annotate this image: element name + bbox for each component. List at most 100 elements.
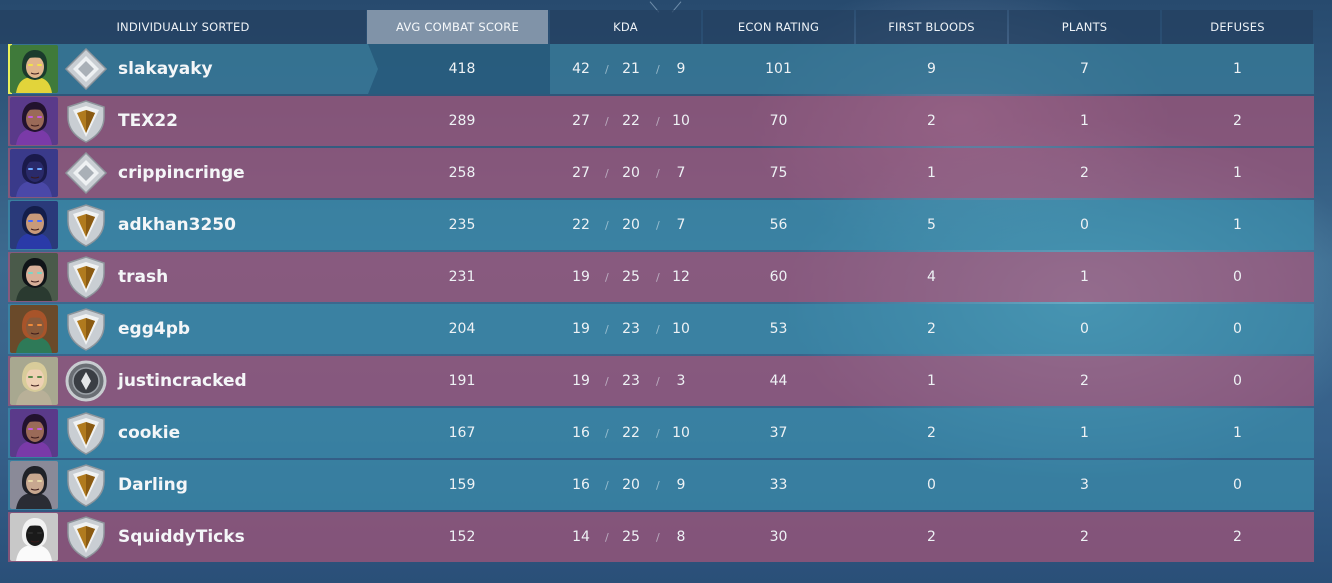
kda-separator: / xyxy=(656,166,660,180)
player-row-slakayaky[interactable]: slakayaky 418 42 / 21 / 9 101 9 7 1 xyxy=(8,44,1314,94)
econ-value: 101 xyxy=(765,61,792,77)
assists-value: 9 xyxy=(676,61,686,77)
player-name: cookie xyxy=(118,423,181,443)
kills-value: 19 xyxy=(572,373,590,389)
first-bloods-value: 5 xyxy=(927,217,936,233)
first-bloods-value: 1 xyxy=(927,165,936,181)
defuses-value: 2 xyxy=(1233,529,1242,545)
defuses-value: 0 xyxy=(1233,477,1242,493)
econ-value: 33 xyxy=(769,477,788,493)
deaths-value: 25 xyxy=(622,529,640,545)
kills-value: 22 xyxy=(572,217,590,233)
gold-rank-icon xyxy=(64,411,108,455)
first-bloods-value: 2 xyxy=(927,529,936,545)
player-row-squiddyticks[interactable]: SquiddyTicks 152 14 / 25 / 8 30 2 2 2 xyxy=(8,512,1314,562)
defuses-value: 0 xyxy=(1233,269,1242,285)
defuses-value: 1 xyxy=(1233,61,1242,77)
deaths-value: 22 xyxy=(622,113,640,129)
kda-separator: / xyxy=(605,374,609,388)
kda-separator: / xyxy=(605,322,609,336)
kda-separator: / xyxy=(605,426,609,440)
player-row-justincracked[interactable]: justincracked 191 19 / 23 / 3 44 1 2 0 xyxy=(8,356,1314,406)
acs-value: 289 xyxy=(448,113,476,129)
column-header-acs[interactable]: AVG COMBAT SCORE xyxy=(367,10,548,44)
acs-value: 191 xyxy=(448,373,476,389)
kda-separator: / xyxy=(656,374,660,388)
player-row-adkhan3250[interactable]: adkhan3250 235 22 / 20 / 7 56 5 0 1 xyxy=(8,200,1314,250)
first-bloods-value: 1 xyxy=(927,373,936,389)
plants-value: 1 xyxy=(1080,113,1089,129)
scoreboard-header: INDIVIDUALLY SORTED AVG COMBAT SCORE KDA… xyxy=(0,10,1314,44)
assists-value: 8 xyxy=(676,529,686,545)
first-bloods-value: 4 xyxy=(927,269,936,285)
plants-value: 1 xyxy=(1080,425,1089,441)
kills-value: 42 xyxy=(572,61,590,77)
column-header-defuses[interactable]: DEFUSES xyxy=(1162,10,1313,44)
player-row-cookie[interactable]: cookie 167 16 / 22 / 10 37 2 1 1 xyxy=(8,408,1314,458)
sage-portrait-icon xyxy=(10,253,58,301)
player-name: crippincringe xyxy=(118,163,245,183)
player-row-tex22[interactable]: TEX22 289 27 / 22 / 10 70 2 1 2 xyxy=(8,96,1314,146)
deaths-value: 20 xyxy=(622,217,640,233)
kda-separator: / xyxy=(605,530,609,544)
assists-value: 7 xyxy=(676,217,686,233)
kda-separator: / xyxy=(605,270,609,284)
econ-value: 60 xyxy=(769,269,788,285)
cypher-portrait-icon xyxy=(10,513,58,561)
deaths-value: 20 xyxy=(622,165,640,181)
defuses-value: 0 xyxy=(1233,373,1242,389)
kills-value: 16 xyxy=(572,477,590,493)
econ-value: 70 xyxy=(769,113,788,129)
first-bloods-value: 0 xyxy=(927,477,936,493)
deaths-value: 22 xyxy=(622,425,640,441)
sort-mode-header[interactable]: INDIVIDUALLY SORTED xyxy=(0,10,366,44)
player-name: justincracked xyxy=(118,371,247,391)
deaths-value: 25 xyxy=(622,269,640,285)
plants-value: 2 xyxy=(1080,529,1089,545)
player-row-egg4pb[interactable]: egg4pb 204 19 / 23 / 10 53 2 0 0 xyxy=(8,304,1314,354)
column-header-first-bloods[interactable]: FIRST BLOODS xyxy=(856,10,1007,44)
player-row-trash[interactable]: trash 231 19 / 25 / 12 60 4 1 0 xyxy=(8,252,1314,302)
sorted-column-highlight xyxy=(368,44,550,94)
assists-value: 10 xyxy=(672,113,690,129)
kills-value: 14 xyxy=(572,529,590,545)
kda-separator: / xyxy=(656,426,660,440)
kills-value: 16 xyxy=(572,425,590,441)
acs-value: 167 xyxy=(448,425,476,441)
kda-separator: / xyxy=(656,218,660,232)
defuses-value: 2 xyxy=(1233,113,1242,129)
assists-value: 10 xyxy=(672,321,690,337)
acs-value: 159 xyxy=(448,477,476,493)
killjoy-portrait-icon xyxy=(10,45,58,93)
kills-value: 27 xyxy=(572,165,590,181)
kda-separator: / xyxy=(605,478,609,492)
kda-separator: / xyxy=(656,530,660,544)
gold-rank-icon xyxy=(64,515,108,559)
player-row-darling[interactable]: Darling 159 16 / 20 / 9 33 0 3 0 xyxy=(8,460,1314,510)
kills-value: 19 xyxy=(572,269,590,285)
defuses-value: 1 xyxy=(1233,217,1242,233)
acs-value: 231 xyxy=(448,269,476,285)
kda-separator: / xyxy=(605,166,609,180)
kda-separator: / xyxy=(656,322,660,336)
plants-value: 7 xyxy=(1080,61,1089,77)
econ-value: 37 xyxy=(769,425,788,441)
assists-value: 12 xyxy=(672,269,690,285)
player-name: egg4pb xyxy=(118,319,191,339)
econ-value: 53 xyxy=(769,321,788,337)
omen-portrait-icon xyxy=(10,149,58,197)
column-header-econ[interactable]: ECON RATING xyxy=(703,10,854,44)
gold-rank-icon xyxy=(64,463,108,507)
first-bloods-value: 2 xyxy=(927,113,936,129)
plants-value: 2 xyxy=(1080,373,1089,389)
column-header-plants[interactable]: PLANTS xyxy=(1009,10,1160,44)
deaths-value: 21 xyxy=(622,61,640,77)
first-bloods-value: 2 xyxy=(927,321,936,337)
player-name: trash xyxy=(118,267,169,287)
column-header-kda[interactable]: KDA xyxy=(550,10,701,44)
yoru-portrait-icon xyxy=(10,201,58,249)
assists-value: 7 xyxy=(676,165,686,181)
player-row-crippincringe[interactable]: crippincringe 258 27 / 20 / 7 75 1 2 1 xyxy=(8,148,1314,198)
deaths-value: 20 xyxy=(622,477,640,493)
gold-rank-icon xyxy=(64,307,108,351)
